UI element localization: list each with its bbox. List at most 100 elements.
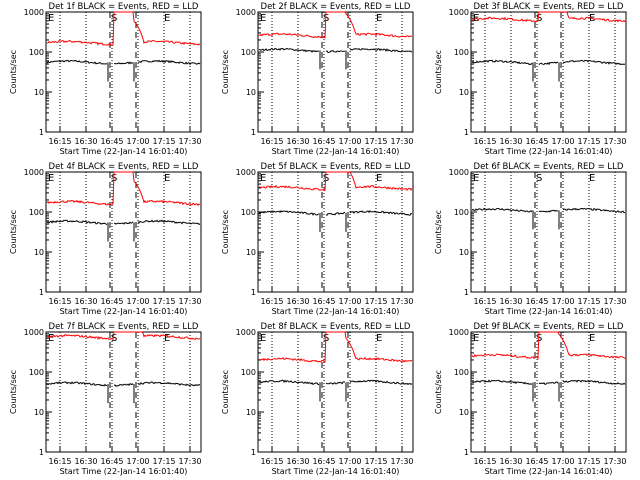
events-series-line [259,47,320,53]
x-tick-label: 16:45 [312,137,335,146]
y-tick-label: 1 [464,448,469,457]
x-tick-label: 16:30 [499,297,522,306]
y-tick-label: 1 [464,288,469,297]
panel-title: Det 5f BLACK = Events, RED = LLD [261,162,411,172]
x-tick-label: 16:30 [74,457,97,466]
events-series-line [326,50,346,54]
y-tick-label: 100 [29,48,44,57]
x-axis-label: Start Time (22-Jan-14 16:01:40) [272,307,400,316]
annotation-label: E [473,173,479,184]
x-tick-label: 17:30 [603,297,626,306]
events-series-line [113,383,134,387]
y-tick-label: 1 [251,128,256,137]
y-axis-label: Counts/sec [434,370,443,414]
y-tick-label: 10 [459,408,469,417]
y-tick-label: 1000 [24,8,44,17]
y-tick-label: 100 [241,368,256,377]
y-axis-label: Counts/sec [221,50,230,94]
x-tick-label: 16:45 [525,297,548,306]
annotation-label: E [48,13,54,24]
detector-panel-3: Det 3f BLACK = Events, RED = LLD 1 10 100 10… [434,2,627,156]
lld-series-line [46,331,201,341]
panel-title: Det 6f BLACK = Events, RED = LLD [474,162,624,172]
events-series-line [46,381,108,387]
x-tick-label: 16:15 [473,297,496,306]
events-series-line [471,379,533,385]
x-tick-label: 16:30 [74,297,97,306]
x-tick-label: 16:45 [525,457,548,466]
y-axis-label: Counts/sec [221,370,230,414]
x-tick-label: 16:15 [260,137,283,146]
plot-frame [470,331,627,453]
x-tick-label: 16:15 [48,297,71,306]
y-axis-label: Counts/sec [221,210,230,254]
panel-title: Det 8f BLACK = Events, RED = LLD [261,322,411,332]
events-series-line [538,209,559,213]
detector-panel-1: Det 1f BLACK = Events, RED = LLD 1 10 100 10… [9,2,202,156]
y-tick-label: 100 [241,48,256,57]
events-series-line [471,59,533,65]
x-axis-label: Start Time (22-Jan-14 16:01:40) [485,467,613,476]
x-tick-label: 17:15 [577,137,600,146]
x-tick-label: 17:00 [126,137,149,146]
detector-panel-4: Det 4f BLACK = Events, RED = LLD 1 10 100 10… [9,162,202,316]
x-tick-label: 17:00 [551,297,574,306]
y-axis-label: Counts/sec [9,50,18,94]
events-series-line [471,207,533,213]
x-tick-label: 17:00 [338,137,361,146]
x-tick-label: 17:00 [126,297,149,306]
plot-frame [257,11,414,133]
plot-frame [470,171,627,293]
x-tick-label: 17:15 [577,297,600,306]
events-series-line [258,210,320,216]
y-tick-label: 10 [34,248,44,257]
x-tick-label: 17:00 [338,297,361,306]
x-tick-label: 16:30 [74,137,97,146]
y-tick-label: 1 [39,128,44,137]
annotation-label: E [260,333,266,344]
lld-series-line [258,11,413,39]
x-tick-label: 17:30 [390,297,413,306]
x-tick-label: 17:00 [126,457,149,466]
events-series-line [562,207,626,214]
y-tick-label: 1000 [236,8,256,17]
x-tick-label: 16:15 [48,137,71,146]
panel-title: Det 2f BLACK = Events, RED = LLD [261,2,411,12]
annotation-label: E [260,13,266,24]
y-tick-label: 1 [251,448,256,457]
y-tick-label: 10 [34,408,44,417]
annotation-label: E [48,333,54,344]
events-series-line [258,379,320,386]
y-tick-label: 1 [39,288,44,297]
x-tick-label: 16:15 [473,137,496,146]
events-series-line [113,221,134,225]
x-tick-label: 16:45 [312,297,335,306]
x-tick-label: 17:15 [152,297,175,306]
y-tick-label: 10 [246,408,256,417]
x-tick-label: 16:45 [100,137,123,146]
y-tick-label: 1 [464,128,469,137]
x-tick-label: 16:30 [499,457,522,466]
y-tick-label: 1000 [449,8,469,17]
annotation-label: S [111,333,117,344]
x-tick-label: 17:15 [364,457,387,466]
x-axis-label: Start Time (22-Jan-14 16:01:40) [485,147,613,156]
lld-series-line [258,331,413,363]
x-tick-label: 16:30 [499,137,522,146]
events-series-line [325,212,346,216]
annotation-label: S [536,13,542,24]
annotation-label: E [164,333,170,344]
x-tick-label: 16:30 [286,297,309,306]
x-axis-label: Start Time (22-Jan-14 16:01:40) [485,307,613,316]
plot-frame [257,171,414,293]
x-tick-label: 16:30 [286,457,309,466]
events-series-line [538,61,559,66]
x-tick-label: 16:45 [100,297,123,306]
y-tick-label: 10 [246,88,256,97]
x-tick-label: 17:30 [178,457,201,466]
events-series-line [349,48,413,53]
y-tick-label: 10 [34,88,44,97]
plot-frame [470,11,627,133]
lld-series-line [258,171,413,192]
plot-frame [45,11,202,133]
